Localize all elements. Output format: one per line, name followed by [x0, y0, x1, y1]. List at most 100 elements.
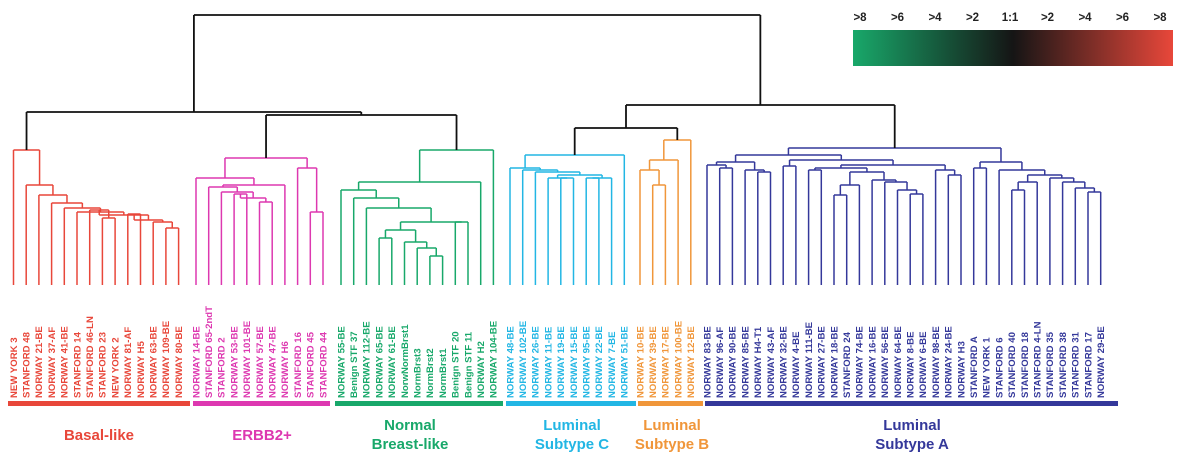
sample-label: NORWAY 4-BE	[791, 331, 802, 398]
sample-label: STANFORD 18	[1020, 331, 1031, 398]
sample-label: NEW YORK 3	[9, 337, 20, 398]
sample-label: STANFORD 46-LN	[85, 316, 96, 398]
group-bar-lumA	[705, 401, 1118, 406]
sample-label: NORWAY 74-BE	[855, 326, 866, 398]
sample-label: NORWAY 26-BE	[531, 326, 542, 398]
sample-label: NORWAY 57-BE	[255, 326, 266, 398]
sample-label: NormBrst1	[438, 348, 449, 398]
sample-label: STANFORD 48	[22, 331, 33, 398]
sample-label: NORWAY 18-BE	[829, 326, 840, 398]
sample-label: STANFORD 38	[1058, 331, 1069, 398]
expression-color-scale: >8 >6 >4 >2 1:1 >2 >4 >6 >8	[853, 12, 1173, 66]
sample-label: STANFORD 40	[1007, 332, 1018, 398]
sample-label: Benign STF 20	[451, 331, 462, 398]
sample-label: NORWAY 12-BE	[686, 326, 697, 398]
scale-label: 1:1	[1002, 12, 1019, 24]
sample-label: NORWAY 98-BE	[931, 326, 942, 398]
sample-label: NORWAY 90-BE	[728, 326, 739, 398]
sample-label: STANFORD 45	[306, 331, 317, 398]
sample-label: STANFORD 35	[1045, 331, 1056, 398]
sample-label: NORWAY 10-BE	[635, 326, 646, 398]
sample-label: STANFORD A	[969, 336, 980, 398]
sample-label: NORWAY 14-BE	[191, 326, 202, 398]
sample-label: NORWAY 109-BE	[161, 320, 172, 398]
sample-label: STANFORD 2	[217, 337, 228, 398]
sample-label: NormBrst2	[425, 348, 436, 398]
sample-label: NORWAY 83-BE	[702, 326, 713, 398]
sample-label: NORWAY H5	[136, 340, 147, 398]
sample-label: NORWAY H3	[956, 341, 967, 398]
scale-label: >8	[1153, 12, 1167, 24]
sample-label: STANFORD 17	[1083, 332, 1094, 398]
sample-label: NorwNormBrst1	[400, 324, 411, 398]
scale-gradient-bar	[853, 30, 1173, 66]
sample-label: NORWAY 64-BE	[893, 326, 904, 398]
sample-label: STANFORD 14	[72, 331, 83, 398]
sample-label: NEW YORK 1	[982, 337, 993, 398]
sample-label: NORWAY 102-BE	[518, 320, 529, 398]
group-bar-lumC	[506, 401, 636, 406]
subtype-label-lumB: Subtype B	[635, 436, 709, 453]
sample-label: NORWAY 56-BE	[880, 326, 891, 398]
sample-label: NORWAY 15-BE	[569, 326, 580, 398]
sample-label: NORWAY 111-BE	[804, 321, 815, 398]
sample-label: NORWAY 81-AF	[123, 327, 134, 398]
sample-label: NORWAY 80-BE	[174, 326, 185, 398]
group-bar-erbb2	[193, 401, 330, 406]
sample-label: NORWAY 51-BE	[620, 326, 631, 398]
sample-label: NORWAY 43-AF	[766, 327, 777, 398]
sample-labels: NEW YORK 3 STANFORD 48 NORWAY 21-BE NORWAY …	[9, 306, 1107, 398]
sample-label: NORWAY 22-BE	[594, 326, 605, 398]
subtype-labels: Basal-like ERBB2+ Normal Breast-like Luminal…	[64, 417, 949, 453]
cluster-tree	[12, 14, 1102, 285]
scale-label: >4	[928, 12, 942, 24]
subtype-label-erbb2: ERBB2+	[232, 427, 292, 444]
sample-label: NORWAY 37-AF	[47, 327, 58, 398]
sample-label: STANFORD 23	[98, 332, 109, 398]
sample-label: NormBrst3	[413, 348, 424, 398]
sample-label: NORWAY 39-BE	[648, 326, 659, 398]
sample-label: STANFORD 16	[293, 332, 304, 398]
subtype-label-lumA: Subtype A	[875, 436, 949, 453]
sample-label: STANFORD 44	[318, 331, 329, 398]
group-bar-lumB	[638, 401, 703, 406]
sample-label: NORWAY 32-BE	[779, 326, 790, 398]
sample-label: NORWAY 53-BE	[229, 326, 240, 398]
sample-label: NORWAY 7-BE	[607, 331, 618, 398]
sample-label: NORWAY 24-BE	[944, 326, 955, 398]
sample-label: NORWAY 63-BE	[149, 326, 160, 398]
scale-label: >6	[1116, 12, 1129, 24]
sample-label: NORWAY 95-BE	[582, 326, 593, 398]
subtype-label-lumB: Luminal	[643, 417, 701, 434]
sample-label: NORWAY 29-BE	[1096, 326, 1107, 398]
sample-label: NORWAY 16-BE	[867, 326, 878, 398]
sample-label: STANFORD 4-LN	[1033, 321, 1044, 398]
scale-label: >6	[891, 12, 904, 24]
subtype-label-lumC: Subtype C	[535, 436, 609, 453]
sample-label: STANFORD 65-2ndT	[204, 306, 215, 398]
sample-label: NORWAY 11-BE	[543, 326, 554, 398]
sample-label: NORWAY 85-BE	[740, 326, 751, 398]
sample-label: NORWAY 101-BE	[242, 320, 253, 398]
subtype-label-basal: Basal-like	[64, 427, 134, 444]
sample-label: NORWAY 100-BE	[673, 320, 684, 398]
group-bar-basal	[8, 401, 190, 406]
sample-label: NORWAY 55-BE	[336, 326, 347, 398]
sample-label: NORWAY 19-BE	[556, 326, 567, 398]
sample-label: NORWAY 6-BE	[918, 331, 929, 398]
sample-label: NORWAY 41-BE	[60, 326, 71, 398]
sample-label: STANFORD 6	[994, 337, 1005, 398]
sample-label: NEW YORK 2	[110, 337, 121, 398]
sample-label: NORWAY 27-BE	[817, 326, 828, 398]
group-bars	[8, 401, 1118, 406]
sample-label: NORWAY 112-BE	[362, 321, 373, 398]
scale-label: >2	[1041, 12, 1054, 24]
scale-label: >8	[853, 12, 867, 24]
sample-label: NORWAY 8-BE	[906, 331, 917, 398]
sample-label: Benign STF 37	[349, 331, 360, 398]
subtype-label-lumA: Luminal	[883, 417, 941, 434]
sample-label: NORWAY H2	[476, 341, 487, 398]
sample-label: NORWAY 104-BE	[489, 320, 500, 398]
subtype-label-lumC: Luminal	[543, 417, 601, 434]
